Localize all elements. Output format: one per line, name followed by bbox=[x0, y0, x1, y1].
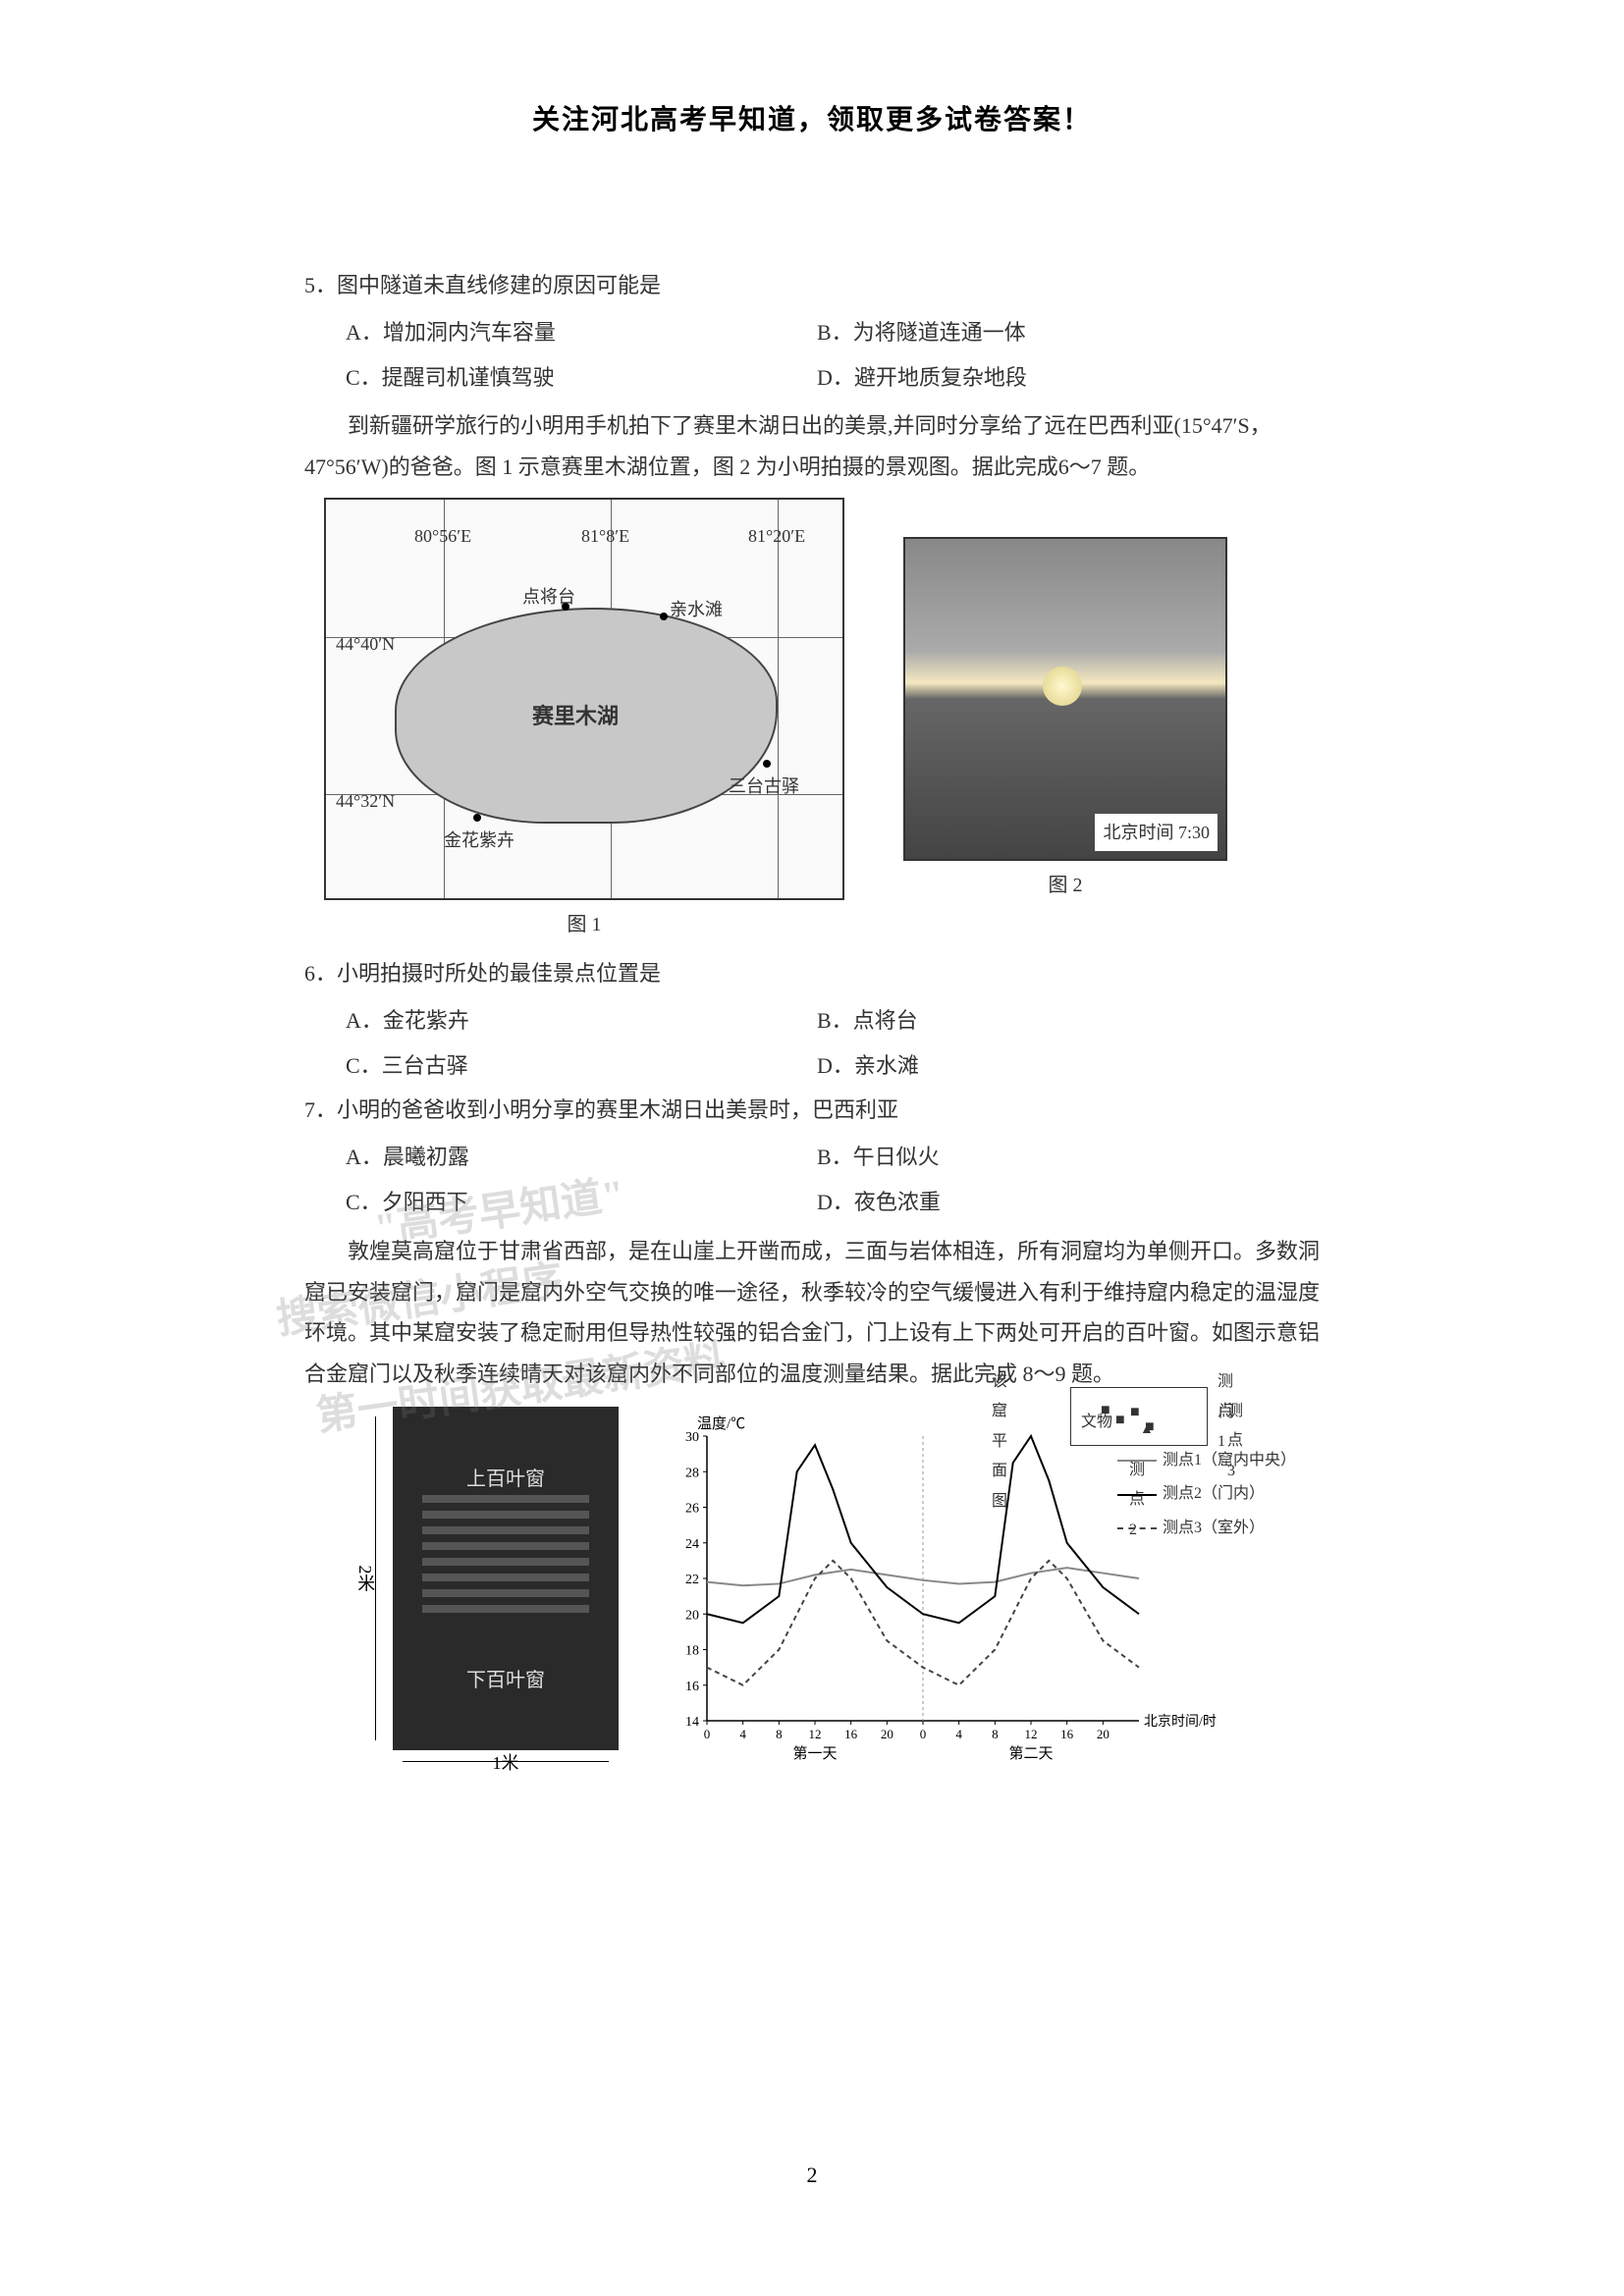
svg-text:20: 20 bbox=[1097, 1727, 1110, 1741]
figures-89: 上百叶窗 下百叶窗 2米 1米 文物 门 ■ ■ ■ ■ ▲ 该窟平面图 bbox=[363, 1407, 1320, 1780]
svg-text:8: 8 bbox=[992, 1727, 999, 1741]
spot4: 金花紫卉 bbox=[444, 824, 514, 857]
lat1: 44°40′N bbox=[336, 627, 395, 661]
q5-option-c: C．提醒司机谨慎驾驶 bbox=[346, 357, 817, 399]
q6-option-a: A．金花紫卉 bbox=[346, 1000, 817, 1041]
q6-option-c: C．三台古驿 bbox=[346, 1045, 817, 1087]
svg-text:4: 4 bbox=[955, 1727, 962, 1741]
door-upper: 上百叶窗 bbox=[466, 1461, 545, 1498]
q7-stem: 7．小明的爸爸收到小明分享的赛里木湖日出美景时，巴西利亚 bbox=[304, 1090, 1320, 1131]
passage-89: 敦煌莫高窟位于甘肃省西部，是在山崖上开凿而成，三面与岩体相连，所有洞窟均为单侧开… bbox=[304, 1231, 1320, 1395]
svg-text:0: 0 bbox=[704, 1727, 711, 1741]
figures-67: 80°56′E 81°8′E 81°20′E 44°40′N 44°32′N 赛… bbox=[324, 498, 1320, 943]
svg-text:16: 16 bbox=[844, 1727, 858, 1741]
lat2: 44°32′N bbox=[336, 784, 395, 818]
door-lower: 下百叶窗 bbox=[466, 1662, 545, 1699]
spot1: 点将台 bbox=[522, 580, 575, 614]
svg-text:20: 20 bbox=[881, 1727, 893, 1741]
svg-text:第一天: 第一天 bbox=[792, 1744, 837, 1762]
q7-option-d: D．夜色浓重 bbox=[817, 1182, 1320, 1223]
lake-name: 赛里木湖 bbox=[532, 696, 619, 737]
page-header: 关注河北高考早知道，领取更多试卷答案！ bbox=[0, 0, 1624, 137]
door-width: 1米 bbox=[493, 1746, 519, 1780]
lon2: 81°8′E bbox=[581, 519, 629, 553]
spot3: 三台古驿 bbox=[729, 770, 799, 803]
q5-option-a: A．增加洞内汽车容量 bbox=[346, 312, 817, 353]
temperature-chart: 文物 门 ■ ■ ■ ■ ▲ 该窟平面图 测点1 测点3 测点2 1416182… bbox=[658, 1407, 1286, 1780]
photo-caption: 图 2 bbox=[903, 867, 1227, 904]
q5-stem: 5．图中隧道未直线修建的原因可能是 bbox=[304, 265, 1320, 306]
main-content: 5．图中隧道未直线修建的原因可能是 A．增加洞内汽车容量 B．为将隧道连通一体 … bbox=[0, 137, 1624, 1780]
door-height: 2米 bbox=[349, 1565, 382, 1591]
legend1: 测点1（窟内中央） bbox=[1163, 1446, 1296, 1475]
svg-text:第二天: 第二天 bbox=[1008, 1744, 1053, 1762]
svg-text:12: 12 bbox=[809, 1727, 822, 1741]
svg-text:22: 22 bbox=[685, 1573, 699, 1587]
q6-option-b: B．点将台 bbox=[817, 1000, 1320, 1041]
svg-text:8: 8 bbox=[776, 1727, 783, 1741]
svg-text:4: 4 bbox=[739, 1727, 746, 1741]
svg-text:北京时间/时: 北京时间/时 bbox=[1144, 1714, 1217, 1730]
legend3: 测点3（室外） bbox=[1163, 1514, 1265, 1543]
q6-option-d: D．亲水滩 bbox=[817, 1045, 1320, 1087]
q5-option-b: B．为将隧道连通一体 bbox=[817, 312, 1320, 353]
legend2: 测点2（门内） bbox=[1163, 1479, 1265, 1509]
svg-text:16: 16 bbox=[1060, 1727, 1074, 1741]
page-number: 2 bbox=[807, 2163, 818, 2188]
svg-text:18: 18 bbox=[685, 1643, 699, 1658]
chart-legend: 测点1（窟内中央） 测点2（门内） 测点3（室外） bbox=[1117, 1446, 1296, 1547]
q7-option-b: B．午日似火 bbox=[817, 1137, 1320, 1178]
svg-text:24: 24 bbox=[685, 1537, 699, 1552]
q6-stem: 6．小明拍摄时所处的最佳景点位置是 bbox=[304, 953, 1320, 994]
q5-option-d: D．避开地质复杂地段 bbox=[817, 357, 1320, 399]
svg-text:0: 0 bbox=[920, 1727, 927, 1741]
plan-box: 文物 门 ■ ■ ■ ■ ▲ bbox=[1070, 1387, 1208, 1446]
svg-text:14: 14 bbox=[685, 1715, 699, 1730]
svg-text:26: 26 bbox=[685, 1501, 699, 1516]
q7-option-c: C．夕阳西下 bbox=[346, 1182, 817, 1223]
svg-text:温度/℃: 温度/℃ bbox=[697, 1415, 745, 1432]
spot2: 亲水滩 bbox=[670, 593, 723, 626]
plan-title: 该窟平面图 bbox=[992, 1367, 1007, 1517]
svg-text:30: 30 bbox=[685, 1430, 699, 1445]
lon1: 80°56′E bbox=[414, 519, 471, 553]
map-caption: 图 1 bbox=[324, 906, 844, 943]
photo-figure: 北京时间 7:30 bbox=[903, 537, 1227, 861]
svg-text:12: 12 bbox=[1025, 1727, 1038, 1741]
svg-text:28: 28 bbox=[685, 1466, 699, 1480]
sun-icon bbox=[1043, 667, 1082, 706]
svg-text:16: 16 bbox=[685, 1680, 699, 1694]
map-figure: 80°56′E 81°8′E 81°20′E 44°40′N 44°32′N 赛… bbox=[324, 498, 844, 900]
lon3: 81°20′E bbox=[748, 519, 805, 553]
svg-text:20: 20 bbox=[685, 1608, 699, 1623]
passage-67: 到新疆研学旅行的小明用手机拍下了赛里木湖日出的美景,并同时分享给了远在巴西利亚(… bbox=[304, 405, 1320, 488]
q7-option-a: A．晨曦初露 bbox=[346, 1137, 817, 1178]
photo-time: 北京时间 7:30 bbox=[1095, 814, 1218, 851]
door-figure: 上百叶窗 下百叶窗 bbox=[393, 1407, 619, 1750]
